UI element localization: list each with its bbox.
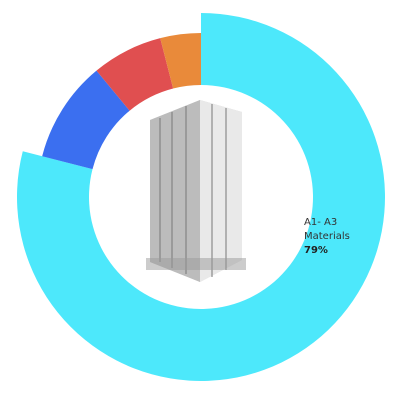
donut-segment [96,38,174,111]
donut-segment [160,33,201,89]
segment-label: A1- A3 Materials 79% [304,216,366,258]
donut-segment [16,13,385,381]
building-image [146,100,246,282]
value-label: 79% [304,245,328,256]
category-label: A1- A3 Materials [304,217,350,242]
donut-segment [42,70,130,170]
